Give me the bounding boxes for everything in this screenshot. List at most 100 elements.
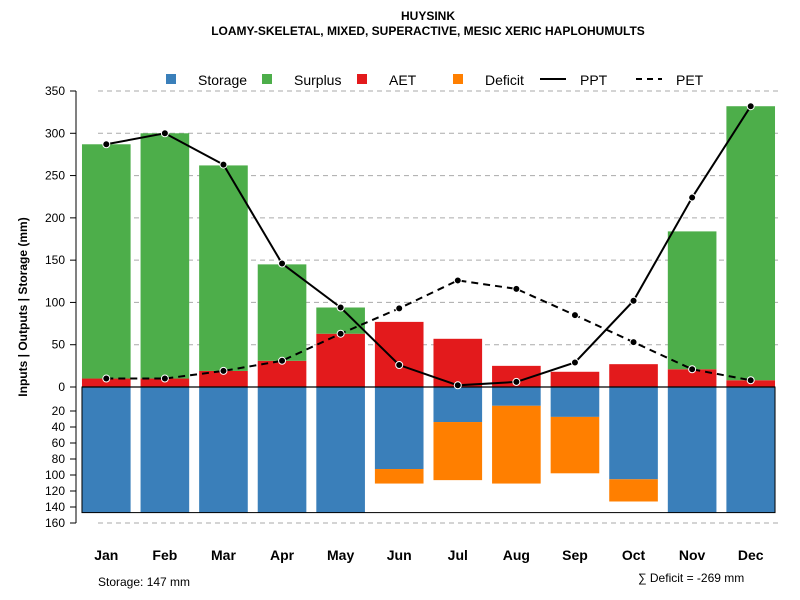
- aet-bar-sep: [550, 371, 600, 387]
- storage-bar-dec: [726, 387, 776, 513]
- pet-point-sep: [570, 311, 579, 320]
- ppt-point-nov: [688, 193, 697, 202]
- x-tick-label-may: May: [327, 547, 354, 563]
- deficit-footnote: ∑ Deficit = -269 mm: [638, 571, 744, 585]
- surplus-bar-apr: [257, 264, 307, 361]
- legend-swatch-aet: [357, 74, 367, 84]
- ppt-point-jan: [102, 140, 111, 149]
- ppt-point-aug: [512, 377, 521, 386]
- aet-bar-apr: [257, 360, 307, 387]
- surplus-bar-mar: [199, 165, 248, 371]
- surplus-bar-jan: [81, 144, 131, 379]
- pet-point-mar: [219, 366, 228, 375]
- aet-bar-may: [316, 333, 365, 387]
- storage-footnote: Storage: 147 mm: [98, 575, 190, 589]
- storage-bar-feb: [140, 387, 190, 513]
- aet-bar-mar: [199, 370, 248, 387]
- lines: [102, 102, 755, 390]
- y-tick-label-upper: 150: [45, 253, 65, 267]
- aet-bar-nov: [667, 369, 717, 387]
- surplus-bar-may: [316, 307, 365, 334]
- storage-bar-aug: [492, 387, 541, 406]
- ppt-point-sep: [570, 358, 579, 367]
- deficit-bar-sep: [550, 416, 600, 474]
- axes: 0 50 100 150 200 250 300 350 20 40 60 80 100 120 140 16…: [45, 84, 764, 563]
- y-tick-label-upper: 0: [58, 380, 65, 394]
- x-tick-label-jun: Jun: [387, 547, 412, 563]
- x-tick-label-feb: Feb: [152, 547, 177, 563]
- deficit-bar-oct: [609, 479, 658, 502]
- x-tick-label-jan: Jan: [94, 547, 118, 563]
- y-tick-label-upper: 50: [52, 338, 66, 352]
- pet-point-jul: [453, 276, 462, 285]
- legend-swatch-surplus: [262, 74, 272, 84]
- y-tick-label-upper: 300: [45, 126, 65, 140]
- aet-bar-jun: [374, 321, 424, 387]
- storage-bar-may: [316, 387, 365, 513]
- x-tick-label-mar: Mar: [211, 547, 236, 563]
- deficit-bar-jun: [374, 469, 424, 484]
- y-tick-label-upper: 250: [45, 169, 65, 183]
- legend-swatch-deficit: [453, 74, 463, 84]
- ppt-point-apr: [278, 259, 287, 268]
- y-tick-label-lower: 100: [45, 468, 65, 482]
- y-tick-label-lower: 20: [52, 404, 66, 418]
- pet-point-nov: [688, 365, 697, 374]
- legend: Storage Surplus AET Deficit PPT PET: [166, 72, 704, 88]
- ppt-point-jun: [395, 361, 404, 370]
- legend-label-ppt: PPT: [580, 72, 608, 88]
- pet-point-apr: [278, 356, 287, 365]
- x-tick-label-jul: Jul: [448, 547, 468, 563]
- x-tick-label-aug: Aug: [503, 547, 530, 563]
- legend-label-storage: Storage: [198, 72, 247, 88]
- x-tick-label-dec: Dec: [738, 547, 764, 563]
- legend-label-deficit: Deficit: [485, 72, 524, 88]
- bars: [81, 106, 776, 514]
- storage-bar-apr: [257, 387, 307, 513]
- storage-bar-nov: [667, 387, 717, 513]
- legend-label-aet: AET: [389, 72, 417, 88]
- pet-point-jun: [395, 304, 404, 313]
- storage-bar-jul: [433, 387, 483, 423]
- pet-point-feb: [160, 374, 169, 383]
- y-tick-label-lower: 160: [45, 516, 65, 530]
- pet-point-may: [336, 329, 345, 338]
- legend-label-surplus: Surplus: [294, 72, 341, 88]
- storage-bar-sep: [550, 387, 600, 417]
- ppt-point-jul: [453, 381, 462, 390]
- surplus-bar-dec: [726, 106, 776, 381]
- y-tick-label-upper: 100: [45, 295, 65, 309]
- pet-line: [106, 279, 751, 382]
- pet-point-dec: [746, 376, 755, 385]
- legend-swatch-storage: [166, 74, 176, 84]
- y-tick-label-lower: 120: [45, 484, 65, 498]
- storage-bar-mar: [199, 387, 248, 513]
- surplus-bar-nov: [667, 231, 717, 370]
- pet-point-jan: [102, 374, 111, 383]
- y-tick-label-lower: 140: [45, 500, 65, 514]
- ppt-point-mar: [219, 160, 228, 169]
- x-tick-label-nov: Nov: [679, 547, 706, 563]
- storage-bar-oct: [609, 387, 658, 480]
- deficit-bar-aug: [492, 405, 541, 484]
- storage-bar-jun: [374, 387, 424, 470]
- aet-bar-jan: [81, 378, 131, 387]
- aet-bar-feb: [140, 378, 190, 387]
- aet-bar-oct: [609, 364, 658, 387]
- surplus-bar-feb: [140, 133, 190, 379]
- x-tick-label-apr: Apr: [270, 547, 295, 563]
- ppt-line: [106, 105, 752, 387]
- ppt-point-dec: [746, 102, 755, 111]
- deficit-bar-jul: [433, 422, 483, 481]
- y-tick-label-lower: 40: [52, 420, 66, 434]
- chart-subtitle: LOAMY-SKELETAL, MIXED, SUPERACTIVE, MESI…: [211, 24, 645, 38]
- y-tick-label-lower: 80: [52, 452, 66, 466]
- ppt-point-oct: [629, 296, 638, 305]
- pet-point-aug: [512, 284, 521, 293]
- ppt-point-may: [336, 303, 345, 312]
- ppt-point-feb: [160, 129, 169, 138]
- x-tick-label-oct: Oct: [622, 547, 646, 563]
- gridlines: [98, 90, 780, 524]
- y-tick-label-lower: 60: [52, 436, 66, 450]
